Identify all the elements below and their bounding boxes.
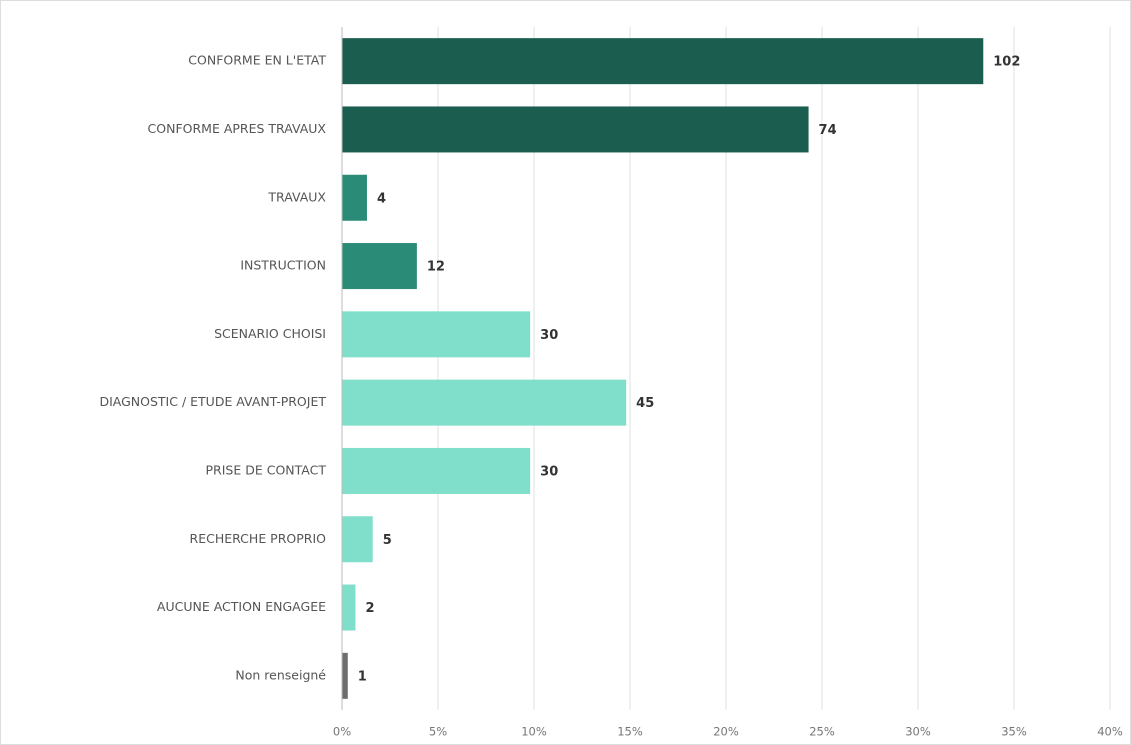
- x-tick-label: 40%: [1097, 725, 1123, 739]
- data-label: 1: [358, 669, 367, 684]
- x-tick-label: 15%: [617, 725, 643, 739]
- y-tick-label: INSTRUCTION: [240, 258, 326, 273]
- y-tick-label: Non renseigné: [235, 667, 326, 682]
- x-tick-label: 10%: [521, 725, 547, 739]
- data-label: 74: [819, 123, 837, 138]
- bar: [342, 174, 367, 221]
- bar: [342, 447, 531, 494]
- data-label: 5: [383, 533, 392, 548]
- x-tick-label: 0%: [333, 725, 351, 739]
- data-label: 45: [636, 396, 654, 411]
- x-tick-label: 5%: [429, 725, 447, 739]
- x-tick-label: 25%: [809, 725, 835, 739]
- data-label: 4: [377, 191, 386, 206]
- data-label: 30: [540, 328, 558, 343]
- y-tick-label: SCENARIO CHOISI: [214, 326, 326, 341]
- data-label: 102: [993, 55, 1020, 70]
- y-tick-label: DIAGNOSTIC / ETUDE AVANT-PROJET: [99, 394, 326, 409]
- y-tick-label: RECHERCHE PROPRIO: [190, 531, 327, 546]
- data-label: 2: [365, 601, 374, 616]
- bar: [342, 106, 809, 153]
- y-tick-label: AUCUNE ACTION ENGAGEE: [157, 599, 326, 614]
- y-tick-label: CONFORME APRES TRAVAUX: [148, 121, 327, 136]
- bar: [342, 379, 627, 426]
- x-tick-label: 20%: [713, 725, 739, 739]
- y-tick-label: TRAVAUX: [267, 189, 326, 204]
- data-label: 30: [540, 464, 558, 479]
- x-tick-label: 30%: [905, 725, 931, 739]
- bar: [342, 652, 348, 699]
- y-tick-label: PRISE DE CONTACT: [206, 462, 327, 477]
- x-tick-label: 35%: [1001, 725, 1027, 739]
- bar: [342, 243, 417, 290]
- bar: [342, 38, 984, 85]
- bar: [342, 516, 373, 563]
- bar: [342, 311, 531, 358]
- data-label: 12: [427, 260, 445, 275]
- bar: [342, 584, 356, 631]
- y-tick-label: CONFORME EN L'ETAT: [188, 53, 326, 68]
